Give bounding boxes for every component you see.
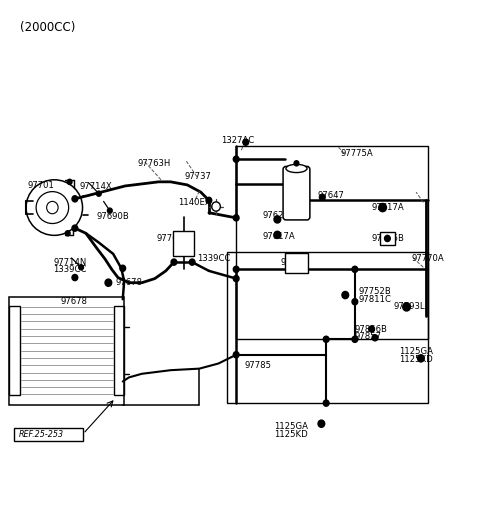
Circle shape <box>379 203 386 212</box>
Circle shape <box>352 266 358 272</box>
Circle shape <box>342 292 348 299</box>
Circle shape <box>233 215 239 221</box>
Text: 97857: 97857 <box>355 332 382 341</box>
Bar <box>285 253 308 273</box>
Text: 97762: 97762 <box>156 234 183 243</box>
Circle shape <box>65 231 70 236</box>
Bar <box>173 231 193 256</box>
Circle shape <box>369 326 374 332</box>
Text: (2000CC): (2000CC) <box>20 21 75 34</box>
Circle shape <box>323 336 329 343</box>
Circle shape <box>384 235 390 241</box>
Circle shape <box>105 279 112 286</box>
Circle shape <box>72 196 78 202</box>
Circle shape <box>108 208 112 213</box>
Circle shape <box>352 299 358 305</box>
Circle shape <box>171 259 177 265</box>
Text: 97773: 97773 <box>281 257 308 267</box>
Text: 1125KD: 1125KD <box>275 430 308 439</box>
Circle shape <box>72 225 78 231</box>
Text: 1327AC: 1327AC <box>221 136 254 145</box>
Text: 97785: 97785 <box>245 361 272 369</box>
Text: 97647: 97647 <box>318 191 345 200</box>
Bar <box>14 428 83 441</box>
Circle shape <box>274 231 281 238</box>
Text: 97763H: 97763H <box>137 159 170 168</box>
Circle shape <box>120 265 126 271</box>
Text: 97737: 97737 <box>185 172 212 181</box>
Text: 97701: 97701 <box>27 182 54 190</box>
Circle shape <box>352 336 358 343</box>
Text: 97678: 97678 <box>60 297 87 306</box>
Circle shape <box>233 156 239 163</box>
Text: 97623: 97623 <box>263 211 290 220</box>
Circle shape <box>320 194 325 200</box>
Text: 1125KD: 1125KD <box>399 355 432 364</box>
Circle shape <box>79 265 84 270</box>
Text: 1140EX: 1140EX <box>178 198 211 207</box>
Text: REF.25-253: REF.25-253 <box>19 430 64 439</box>
Text: 97714N: 97714N <box>53 257 86 267</box>
Circle shape <box>418 354 424 362</box>
Text: 97856B: 97856B <box>355 325 388 333</box>
Bar <box>236 146 428 340</box>
Text: 97678: 97678 <box>116 278 143 287</box>
Text: 97770A: 97770A <box>411 253 444 263</box>
Text: 97811C: 97811C <box>359 295 392 304</box>
Circle shape <box>233 352 239 358</box>
Circle shape <box>233 266 239 272</box>
Text: 1125GA: 1125GA <box>399 347 433 356</box>
Circle shape <box>372 335 378 341</box>
Bar <box>114 306 124 395</box>
Text: 1339CC: 1339CC <box>197 253 230 263</box>
Circle shape <box>189 259 195 265</box>
Text: 97793L: 97793L <box>393 302 425 311</box>
Circle shape <box>96 191 101 196</box>
Circle shape <box>294 161 299 166</box>
Bar <box>380 232 395 245</box>
Text: 97752B: 97752B <box>359 287 392 296</box>
Bar <box>9 297 124 405</box>
Text: 97775A: 97775A <box>340 149 373 158</box>
Circle shape <box>243 139 249 146</box>
Circle shape <box>403 303 410 311</box>
Circle shape <box>323 400 329 406</box>
Circle shape <box>212 202 220 211</box>
Text: 97714X: 97714X <box>80 183 112 191</box>
Circle shape <box>233 276 239 282</box>
Circle shape <box>206 197 212 203</box>
Circle shape <box>67 179 72 184</box>
Text: 97617A: 97617A <box>263 232 296 241</box>
Text: 97690B: 97690B <box>96 212 129 221</box>
Ellipse shape <box>286 164 307 172</box>
Bar <box>9 306 20 395</box>
Text: 97785B: 97785B <box>372 234 405 243</box>
FancyBboxPatch shape <box>283 166 310 220</box>
Text: 1339CC: 1339CC <box>53 265 87 274</box>
Text: 1125GA: 1125GA <box>275 422 309 431</box>
Circle shape <box>318 420 324 427</box>
Circle shape <box>72 275 78 281</box>
Bar <box>227 252 428 403</box>
Text: 97617A: 97617A <box>372 203 404 212</box>
Circle shape <box>274 216 281 223</box>
